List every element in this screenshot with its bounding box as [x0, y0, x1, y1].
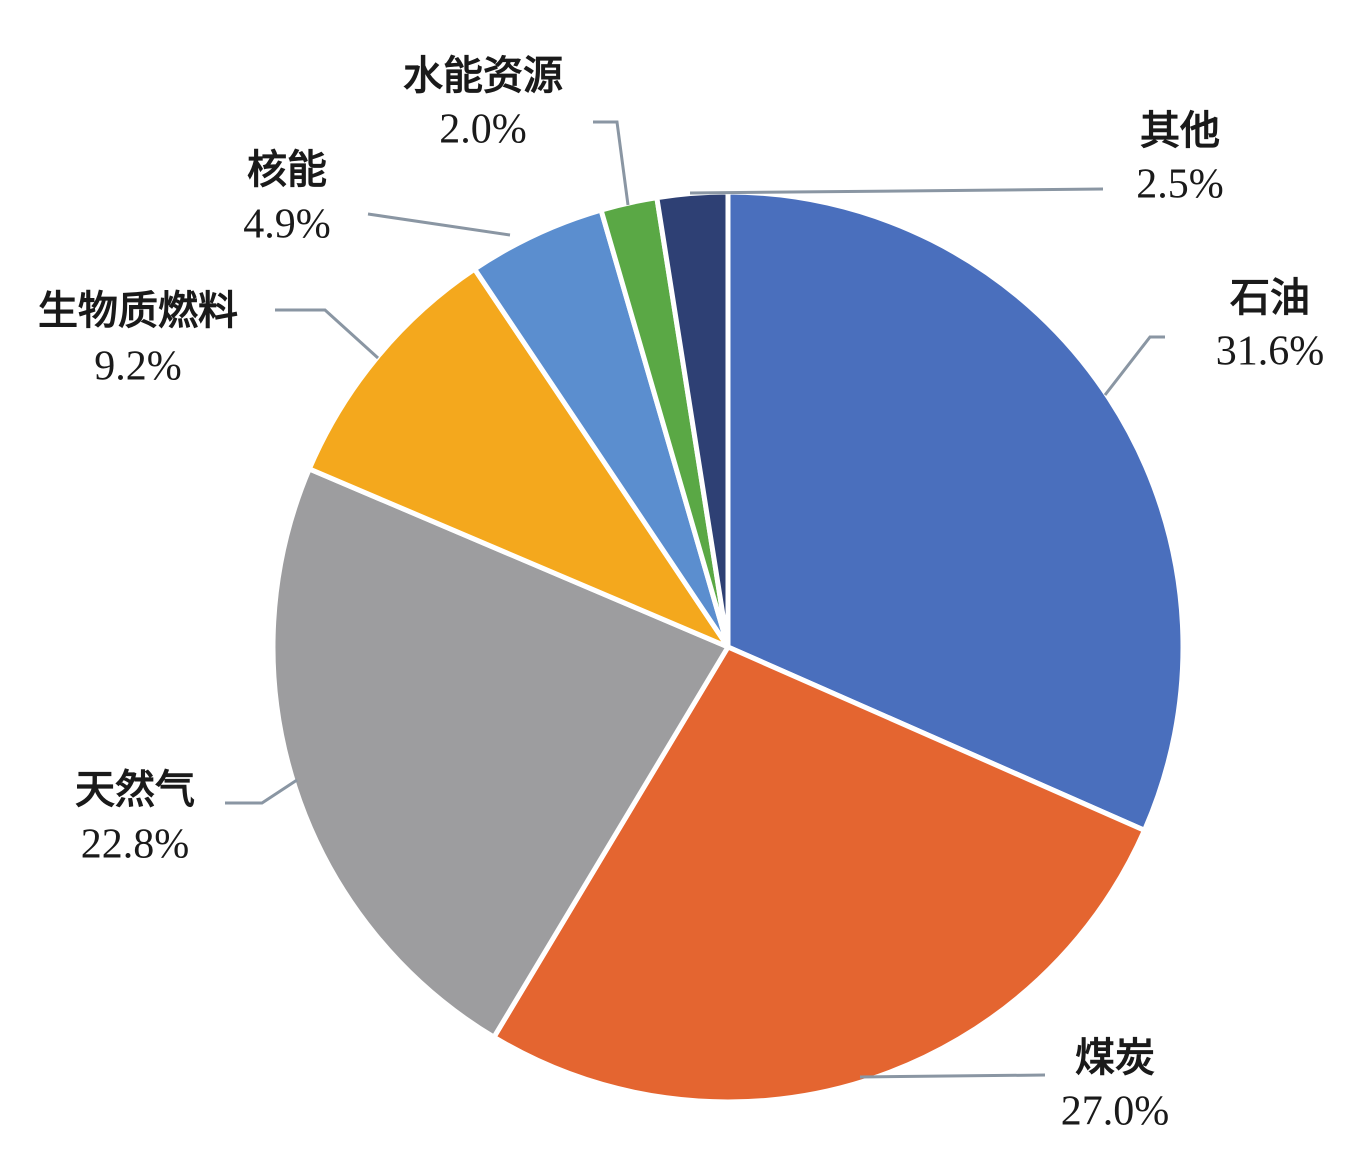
leader-line [367, 212, 511, 237]
slice-value-label: 9.2% [94, 344, 182, 390]
leader-line [689, 187, 1104, 195]
pie-slice [270, 466, 731, 1040]
slice-name: 水能资源 [403, 53, 563, 99]
slice-value-label: 2.5% [1136, 162, 1224, 208]
slice-name: 煤炭 [1075, 1035, 1155, 1081]
slice-name: 天然气 [75, 767, 195, 813]
slice-value-label: 2.0% [439, 107, 527, 153]
slice-name: 生物质燃料 [38, 288, 238, 334]
slice-name: 其他 [1140, 108, 1220, 154]
slice-name: 石油 [1230, 275, 1310, 321]
slice-value-label: 27.0% [1061, 1089, 1170, 1135]
slice-name: 核能 [247, 147, 327, 193]
leader-line [593, 120, 630, 206]
slice-value-label: 22.8% [81, 822, 190, 868]
pie-slice [491, 644, 1147, 1105]
leader-line [275, 308, 380, 360]
pie-slice [725, 189, 1186, 833]
slice-value-label: 31.6% [1216, 329, 1325, 375]
leader-line [225, 778, 298, 805]
slice-value-label: 4.9% [243, 202, 331, 248]
leader-line [1103, 335, 1165, 396]
leader-line [859, 1073, 1046, 1079]
